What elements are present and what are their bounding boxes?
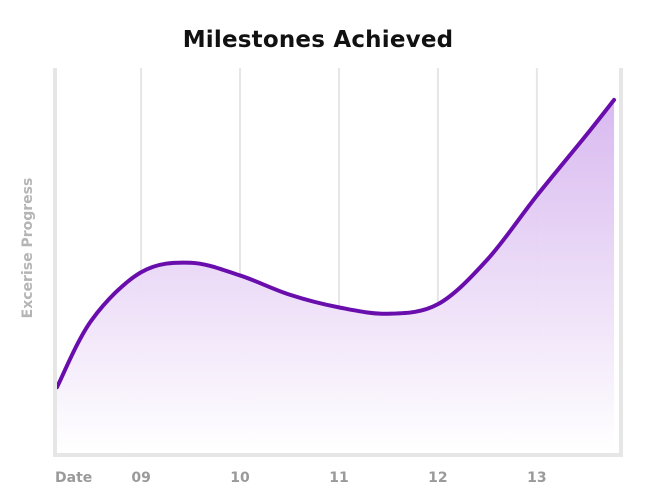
area-fill (56, 99, 615, 452)
data-point-7 (386, 312, 390, 316)
data-point-10 (535, 194, 539, 198)
x-axis-label: Date (55, 470, 92, 486)
x-tick-label-12: 12 (428, 470, 447, 486)
data-point-6 (337, 305, 341, 309)
data-point-8 (436, 302, 440, 306)
series-line (54, 97, 617, 390)
x-tick-label-10: 10 (230, 470, 250, 486)
chart-title: Milestones Achieved (182, 27, 454, 53)
data-point-4 (238, 273, 242, 277)
data-point-11 (584, 133, 588, 137)
x-tick-label-11: 11 (329, 470, 348, 486)
data-point-9 (485, 258, 489, 262)
x-tick-label-13: 13 (527, 470, 546, 486)
data-point-5 (288, 293, 292, 297)
data-point-1 (90, 318, 94, 322)
x-tick-label-09: 09 (131, 470, 150, 486)
data-point-12 (612, 98, 616, 102)
data-point-2 (139, 270, 143, 274)
data-point-3 (189, 261, 193, 265)
